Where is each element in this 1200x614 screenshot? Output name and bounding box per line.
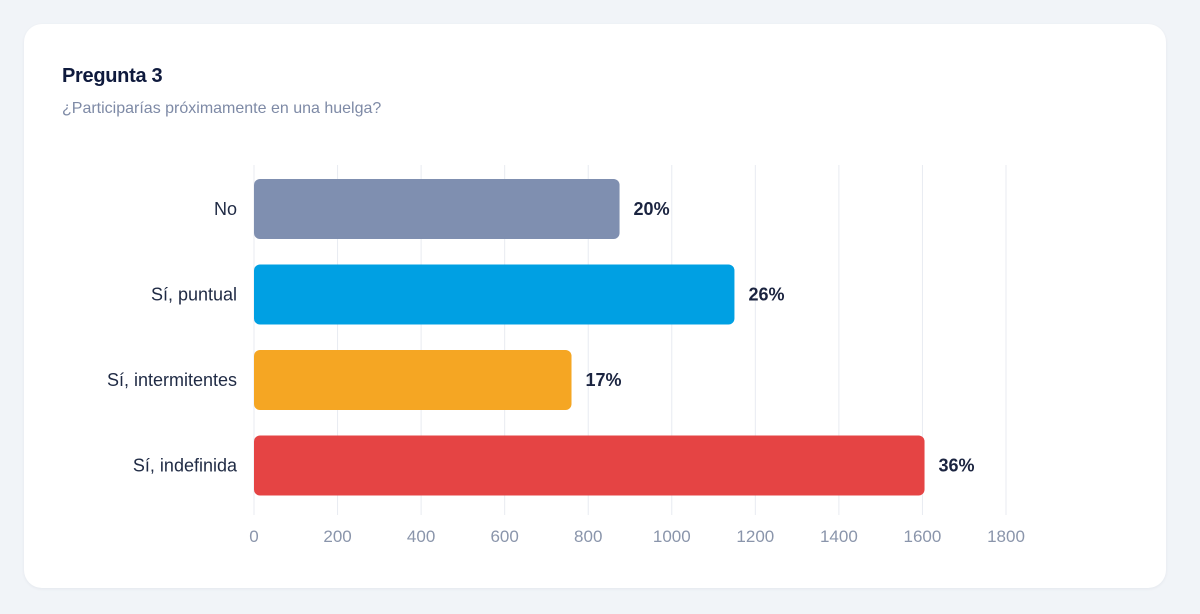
card-subtitle: ¿Participarías próximamente en una huelg… [62,100,382,117]
card-title: Pregunta 3 [62,65,163,87]
bar [254,435,925,496]
x-tick-label: 800 [574,527,602,546]
category-label: No [214,199,237,219]
data-label: 36% [939,456,975,476]
x-tick-label: 1600 [904,527,942,546]
data-label: 26% [748,285,784,305]
x-tick-label: 0 [249,527,258,546]
data-label: 20% [634,199,670,219]
category-label: Sí, puntual [151,285,237,305]
x-tick-label: 600 [490,527,518,546]
category-label: Sí, indefinida [133,456,238,476]
x-tick-label: 1000 [653,527,691,546]
x-tick-label: 1800 [987,527,1025,546]
category-label: Sí, intermitentes [107,370,237,390]
x-tick-label: 200 [323,527,351,546]
x-tick-label: 1400 [820,527,858,546]
bar [254,179,620,239]
bar [254,350,572,410]
bar [254,264,735,325]
x-tick-label: 1200 [736,527,774,546]
x-tick-label: 400 [407,527,435,546]
data-label: 17% [586,370,622,390]
